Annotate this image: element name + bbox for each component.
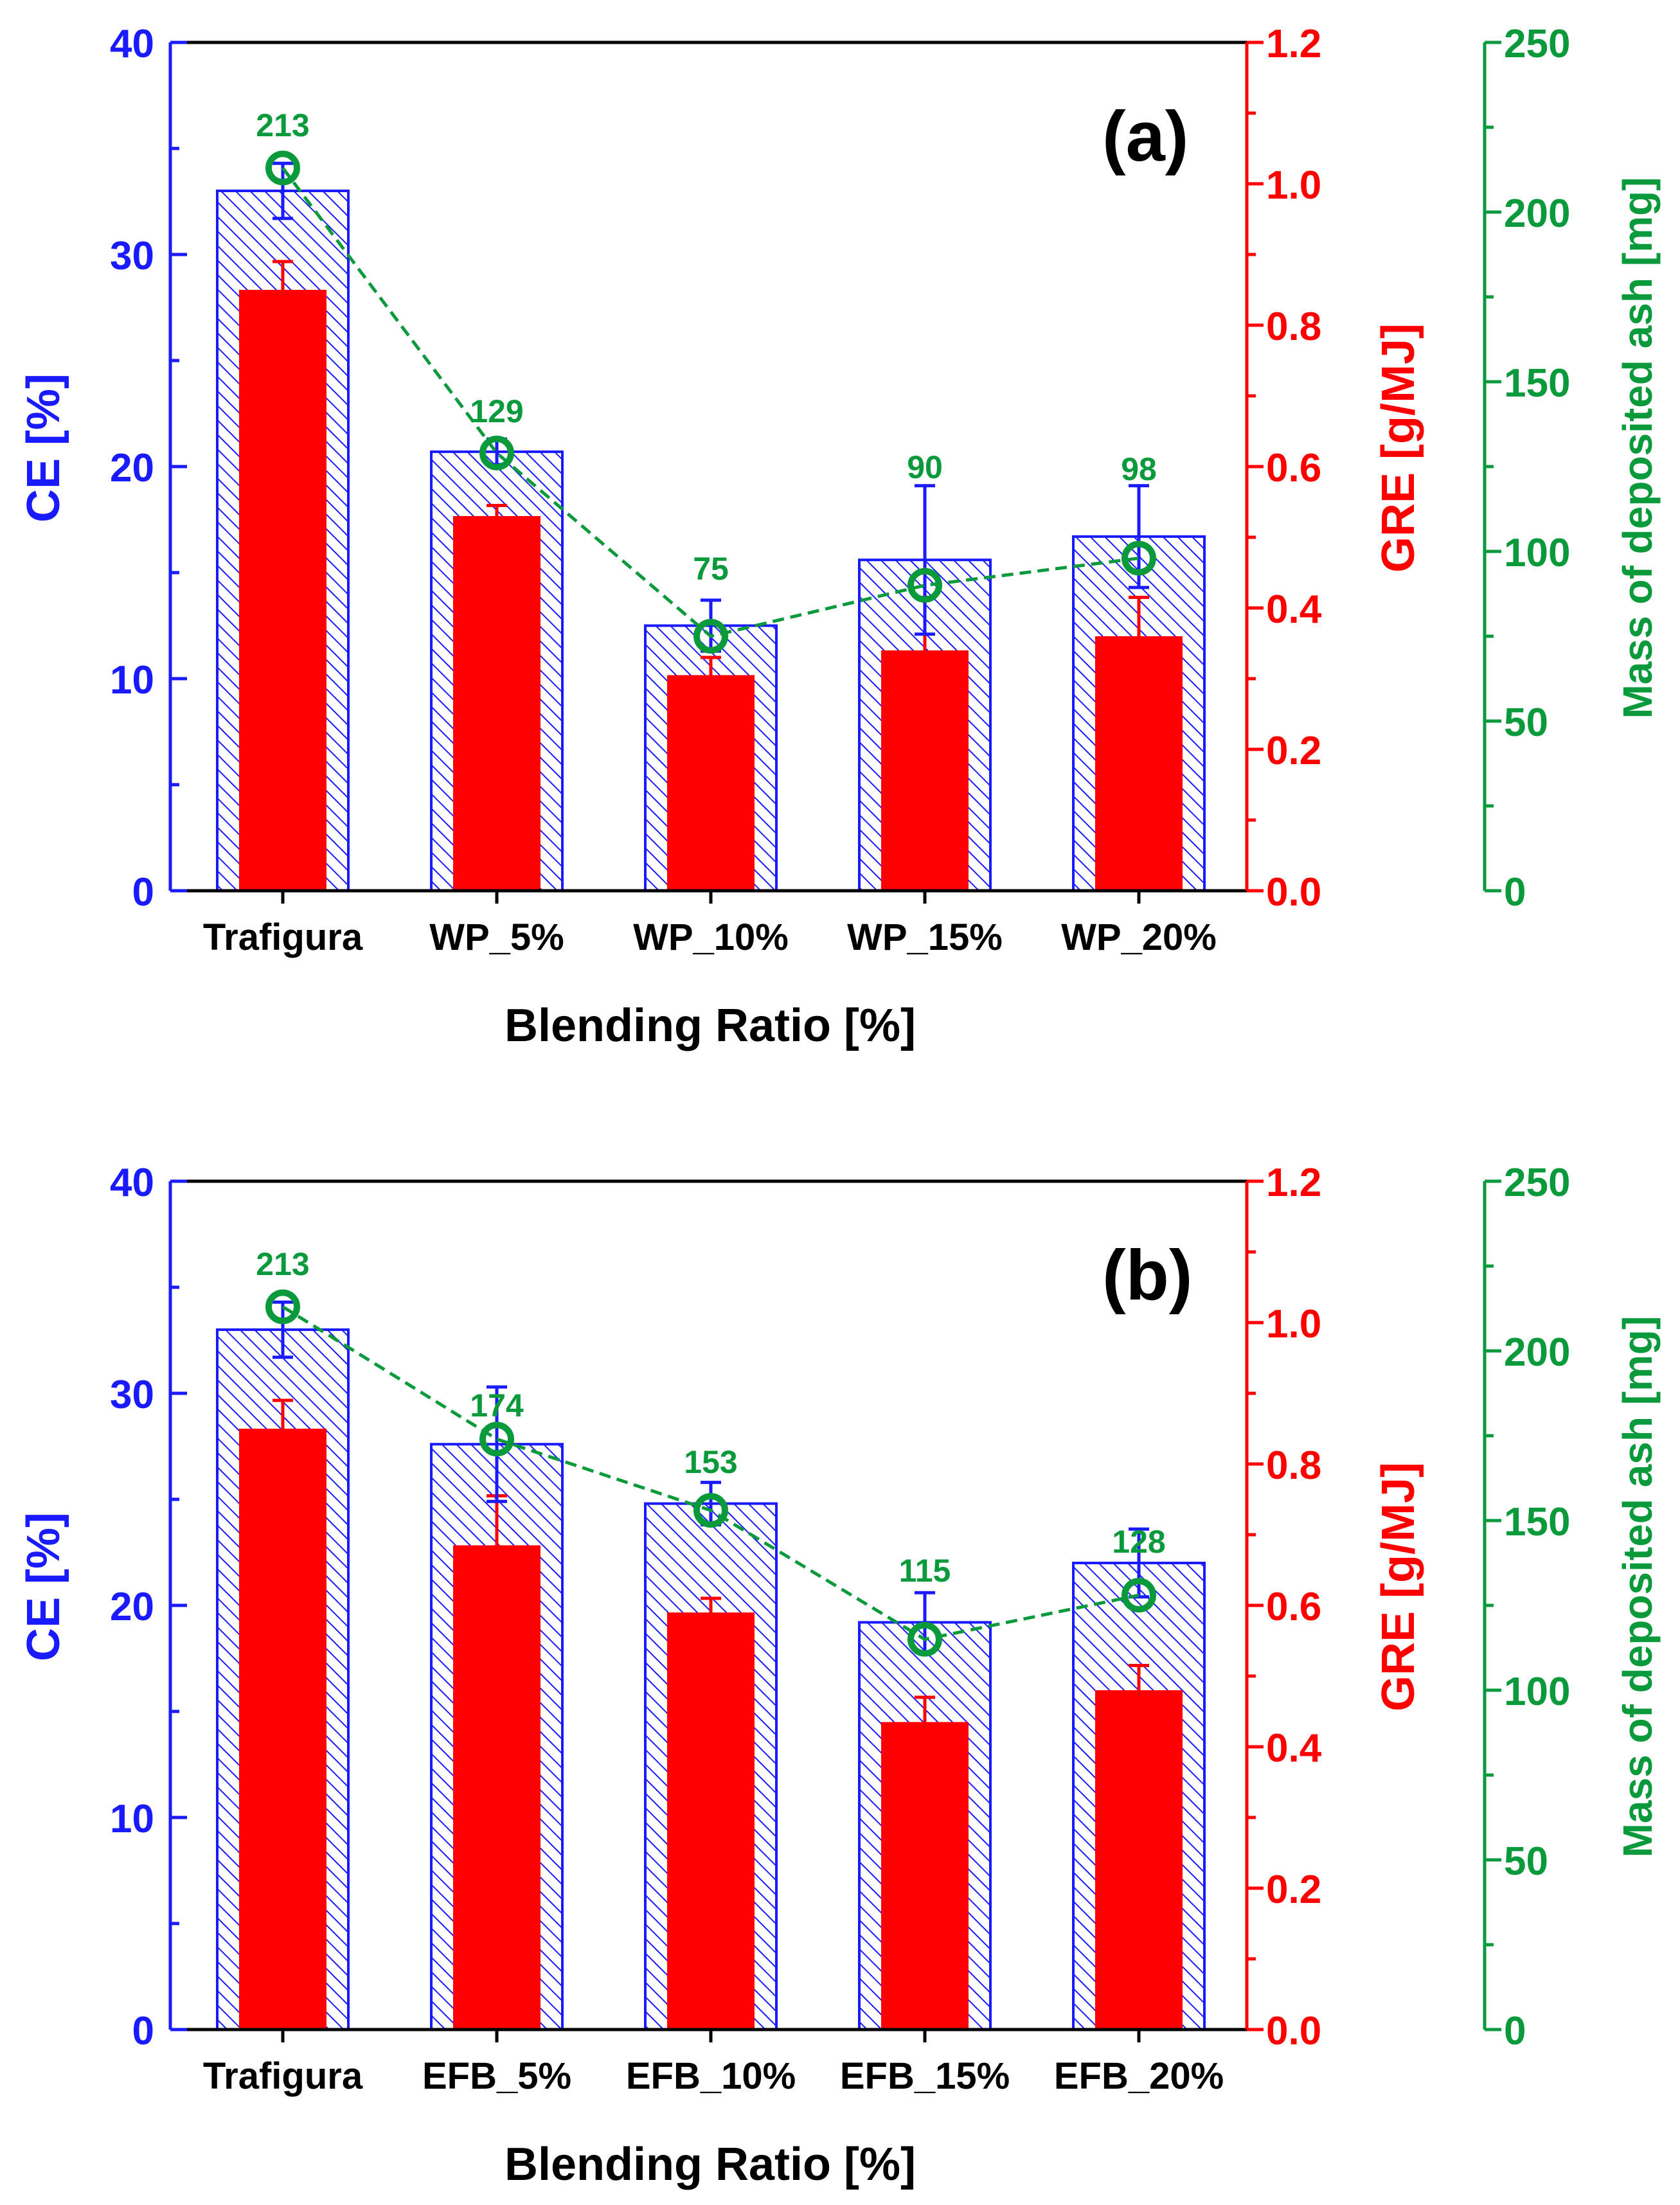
- ash-marker: [265, 150, 300, 186]
- gre-bar: [453, 1545, 541, 2030]
- ash-value-label: 98: [1121, 451, 1157, 487]
- ce-tick-label: 40: [110, 1161, 154, 1205]
- x-tick-label: EFB_10%: [626, 2055, 796, 2097]
- ash-marker: [693, 619, 728, 654]
- panel-label: (a): [1102, 97, 1188, 176]
- ash-tick-label: 150: [1504, 361, 1570, 406]
- gre-tick-label: 0.6: [1266, 446, 1321, 490]
- ce-tick-label: 0: [132, 870, 154, 915]
- ash-value-label: 90: [907, 449, 943, 485]
- chart-panel-b: (b) Blending Ratio [%] CE [%] GRE [g/MJ]…: [18, 1161, 1661, 2190]
- chart-panel-a: (a) Blending Ratio [%] CE [%] GRE [g/MJ]…: [18, 22, 1661, 1051]
- ash-line: [281, 166, 1139, 638]
- ash-axis-label: Mass of deposited ash [mg]: [1614, 177, 1661, 719]
- x-tick-label: WP_10%: [633, 916, 789, 958]
- gre-tick-label: 0.8: [1266, 1443, 1321, 1488]
- ash-marker: [265, 1289, 300, 1325]
- x-tick-label: EFB_15%: [840, 2055, 1010, 2097]
- gre-bar: [239, 1429, 326, 2030]
- ce-tick-label: 30: [110, 234, 154, 278]
- gre-tick-label: 0.6: [1266, 1585, 1321, 1629]
- plot-area: [168, 40, 1501, 904]
- gre-tick-label: 0.2: [1266, 1868, 1321, 1912]
- x-axis-label: Blending Ratio [%]: [505, 2139, 916, 2190]
- ash-value-label: 153: [684, 1444, 737, 1480]
- gre-tick-label: 0.8: [1266, 305, 1321, 349]
- gre-tick-label: 0.0: [1266, 870, 1321, 915]
- ash-value-label: 75: [693, 551, 729, 587]
- ce-tick-label: 40: [110, 22, 154, 66]
- plot-area: [168, 1179, 1501, 2042]
- gre-axis-label: GRE [g/MJ]: [1373, 323, 1424, 573]
- ash-marker: [479, 435, 514, 470]
- ash-tick-label: 100: [1504, 531, 1570, 575]
- x-tick-label: Trafigura: [203, 916, 363, 958]
- gre-bar: [1095, 636, 1183, 891]
- gre-tick-label: 1.0: [1266, 163, 1321, 208]
- ash-axis-label: Mass of deposited ash [mg]: [1614, 1316, 1661, 1858]
- gre-tick-label: 0.0: [1266, 2009, 1321, 2053]
- ce-tick-label: 10: [110, 1797, 154, 1841]
- ash-tick-label: 0: [1504, 870, 1526, 915]
- gre-bar: [881, 650, 969, 891]
- ash-tick-label: 50: [1504, 1839, 1548, 1884]
- ce-tick-label: 30: [110, 1373, 154, 1417]
- ash-value-label: 128: [1112, 1524, 1165, 1560]
- ash-tick-label: 150: [1504, 1500, 1570, 1544]
- ash-tick-label: 100: [1504, 1670, 1570, 1714]
- ash-tick-label: 250: [1504, 22, 1570, 66]
- ash-marker: [479, 1422, 514, 1457]
- ash-tick-label: 200: [1504, 192, 1570, 236]
- ce-tick-label: 10: [110, 658, 154, 702]
- x-tick-label: Trafigura: [203, 2055, 363, 2097]
- gre-bar: [1095, 1690, 1183, 2030]
- ash-marker: [693, 1493, 728, 1528]
- ash-value-label: 213: [256, 1246, 309, 1282]
- ash-marker: [1121, 1578, 1156, 1613]
- ash-value-label: 115: [899, 1553, 951, 1589]
- gre-tick-label: 0.4: [1266, 1726, 1322, 1771]
- ash-marker: [1121, 540, 1156, 576]
- gre-tick-label: 0.4: [1266, 587, 1322, 632]
- ash-line: [281, 1305, 1139, 1641]
- ash-marker: [907, 1621, 942, 1657]
- gre-tick-label: 1.0: [1266, 1302, 1321, 1346]
- x-axis-label: Blending Ratio [%]: [505, 1000, 916, 1051]
- x-tick-label: WP_15%: [847, 916, 1003, 958]
- ce-tick-label: 0: [132, 2009, 154, 2053]
- gre-tick-label: 0.2: [1266, 729, 1321, 773]
- x-tick-label: WP_20%: [1061, 916, 1217, 958]
- ash-tick-label: 200: [1504, 1330, 1570, 1375]
- gre-bar: [667, 1612, 755, 2030]
- gre-axis-label: GRE [g/MJ]: [1373, 1462, 1424, 1711]
- x-tick-label: WP_5%: [429, 916, 564, 958]
- gre-bar: [453, 516, 541, 891]
- ash-value-label: 174: [470, 1388, 524, 1424]
- gre-tick-label: 1.2: [1266, 22, 1321, 66]
- ash-tick-label: 0: [1504, 2009, 1526, 2053]
- ash-value-label: 129: [470, 393, 523, 429]
- panel-label: (b): [1102, 1236, 1192, 1315]
- ce-axis-label: CE [%]: [18, 373, 69, 522]
- ce-tick-label: 20: [110, 1585, 154, 1629]
- gre-tick-label: 1.2: [1266, 1161, 1321, 1205]
- gre-bar: [881, 1722, 969, 2030]
- x-tick-label: EFB_20%: [1054, 2055, 1224, 2097]
- ash-tick-label: 50: [1504, 701, 1548, 745]
- gre-bar: [667, 675, 755, 891]
- x-tick-label: EFB_5%: [422, 2055, 571, 2097]
- gre-bar: [239, 290, 326, 891]
- ash-marker: [907, 567, 942, 603]
- ce-tick-label: 20: [110, 446, 154, 490]
- ash-tick-label: 250: [1504, 1161, 1570, 1205]
- ce-axis-label: CE [%]: [18, 1512, 69, 1661]
- ash-value-label: 213: [256, 107, 309, 143]
